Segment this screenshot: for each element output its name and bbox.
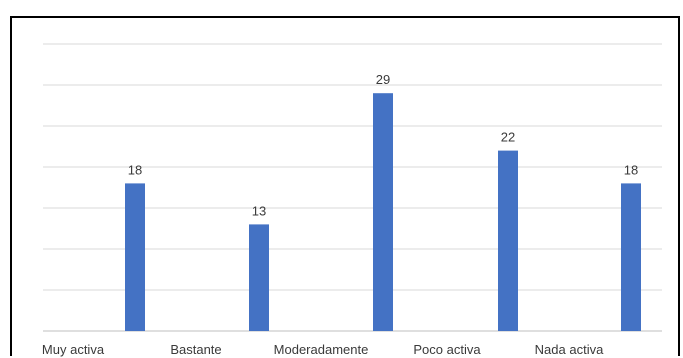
gridlines bbox=[43, 43, 662, 332]
bar-bastante bbox=[249, 224, 269, 331]
bar-moderadamente bbox=[373, 93, 393, 331]
chart-frame bbox=[10, 16, 680, 356]
bar-poco-activa bbox=[498, 150, 518, 331]
bars bbox=[125, 93, 641, 331]
data-label: 18 bbox=[128, 162, 142, 177]
x-tick-label: Moderadamente bbox=[274, 342, 369, 357]
data-label: 18 bbox=[624, 162, 638, 177]
x-axis-tick-labels: Muy activa Bastante Moderadamente Poco acti… bbox=[42, 342, 604, 357]
x-tick-label: Poco activa bbox=[413, 342, 481, 357]
bar-nada-activa bbox=[621, 183, 641, 331]
bar-muy-activa bbox=[125, 183, 145, 331]
x-tick-label: Muy activa bbox=[42, 342, 105, 357]
data-label: 13 bbox=[252, 203, 266, 218]
data-label: 22 bbox=[501, 130, 515, 145]
data-labels: 18 13 29 22 18 bbox=[128, 72, 638, 218]
data-label: 29 bbox=[376, 72, 390, 87]
x-tick-label: Bastante bbox=[170, 342, 221, 357]
x-tick-label: Nada activa bbox=[535, 342, 604, 357]
